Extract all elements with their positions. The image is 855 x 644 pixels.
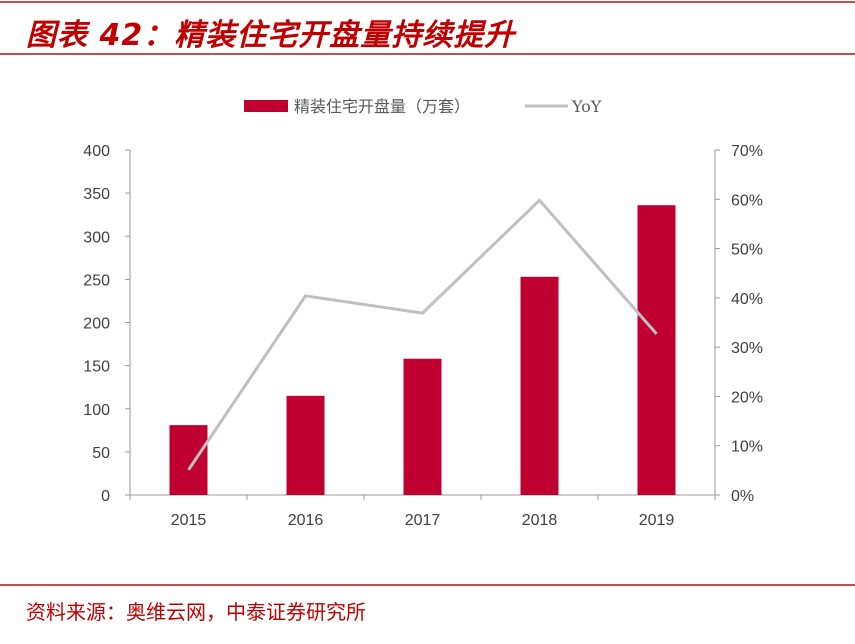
bar bbox=[169, 425, 208, 495]
figure-title: 图表 42：精装住宅开盘量持续提升 bbox=[26, 18, 516, 53]
bar bbox=[637, 205, 676, 495]
top-rule bbox=[0, 1, 855, 3]
left-tick-label: 300 bbox=[83, 229, 110, 246]
left-tick-label: 0 bbox=[101, 488, 110, 505]
source-note: 资料来源：奥维云网，中泰证券研究所 bbox=[26, 600, 366, 624]
bar bbox=[520, 276, 559, 495]
x-tick-label: 2015 bbox=[171, 512, 207, 529]
right-tick-label: 50% bbox=[731, 242, 763, 259]
right-tick-label: 0% bbox=[731, 488, 754, 505]
right-tick-label: 40% bbox=[731, 291, 763, 308]
right-tick-label: 60% bbox=[731, 192, 763, 209]
left-tick-label: 50 bbox=[92, 445, 110, 462]
left-tick-label: 200 bbox=[83, 316, 110, 333]
left-tick-label: 150 bbox=[83, 359, 110, 376]
left-tick-label: 250 bbox=[83, 272, 110, 289]
right-tick-label: 10% bbox=[731, 439, 763, 456]
title-rule bbox=[0, 53, 855, 55]
bar bbox=[286, 395, 325, 495]
left-tick-label: 350 bbox=[83, 186, 110, 203]
legend-label-bar: 精装住宅开盘量（万套） bbox=[294, 97, 470, 116]
x-tick-label: 2019 bbox=[639, 512, 675, 529]
left-tick-label: 400 bbox=[83, 143, 110, 160]
legend-swatch-bar bbox=[244, 100, 288, 112]
x-tick-label: 2016 bbox=[288, 512, 324, 529]
bottom-rule bbox=[0, 584, 855, 586]
right-tick-label: 30% bbox=[731, 340, 763, 357]
x-tick-label: 2017 bbox=[405, 512, 441, 529]
bar bbox=[403, 358, 442, 495]
left-tick-label: 100 bbox=[83, 402, 110, 419]
x-tick-label: 2018 bbox=[522, 512, 558, 529]
right-tick-label: 70% bbox=[731, 143, 763, 160]
right-tick-label: 20% bbox=[731, 389, 763, 406]
legend-label-line: YoY bbox=[571, 97, 602, 116]
